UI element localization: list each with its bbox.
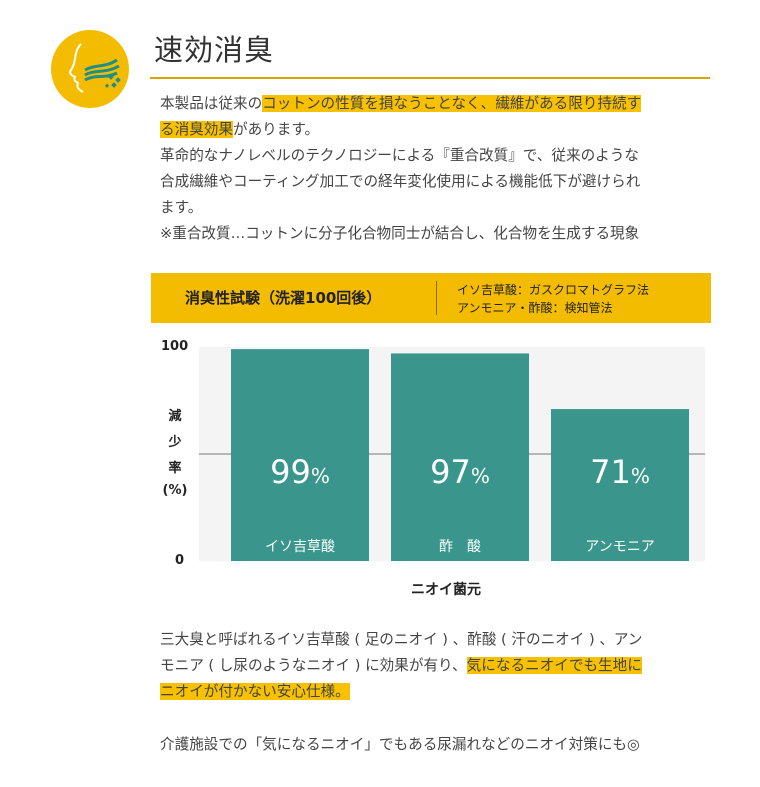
- face-smell-icon: [51, 30, 129, 108]
- summary-line: ニオイが付かない安心仕様。: [160, 679, 720, 705]
- bar-value-label: 71%: [590, 453, 650, 491]
- x-axis-label: ニオイ菌元: [411, 582, 481, 598]
- y-axis-label-char: (%): [162, 483, 188, 498]
- y-axis-label-char: 減: [168, 409, 182, 424]
- intro-text: 本製品は従来の: [160, 95, 263, 112]
- category-label: 酢 酸: [439, 539, 481, 555]
- category-label: アンモニア: [585, 539, 654, 555]
- bar-chart: 99% イソ吉草酸 97% 酢 酸 71% アンモニア: [199, 347, 705, 561]
- intro-note: ※重合改質…コットンに分子化合物同士が結合し、化合物を生成する現象: [160, 225, 640, 242]
- intro-line: ます。: [160, 199, 203, 216]
- intro-highlight: コットンの性質を損なうことなく、繊維がある限り持続す: [262, 95, 642, 112]
- summary-paragraph: 三大臭と呼ばれるイソ吉草酸 ( 足のニオイ ) 、酢酸 ( 汗のニオイ ) 、ア…: [160, 627, 720, 705]
- intro-highlight: る消臭効果: [160, 121, 233, 138]
- y-axis-label-char: 少: [168, 435, 182, 450]
- category-label: イソ吉草酸: [265, 539, 335, 555]
- y-tick-label: 0: [175, 553, 185, 568]
- intro-line: る消臭効果があります。: [160, 117, 720, 143]
- test-method-note: イソ吉草酸：ガスクロマトグラフ法: [457, 283, 650, 297]
- intro-line: 革命的なナノレベルのテクノロジーによる『重合改質』で、従来のような: [160, 147, 639, 164]
- test-band: 消臭性試験（洗濯100回後） イソ吉草酸：ガスクロマトグラフ法 アンモニア・酢酸…: [151, 273, 711, 323]
- y-axis-label-char: 率: [168, 461, 182, 476]
- bar: [551, 409, 689, 561]
- summary-footnote: 介護施設での「気になるニオイ」でもある尿漏れなどのニオイ対策にも◎: [160, 736, 640, 753]
- intro-line: 合成繊維やコーティング加工での経年変化使用による機能低下が避けられ: [160, 173, 641, 190]
- summary-line: 三大臭と呼ばれるイソ吉草酸 ( 足のニオイ ) 、酢酸 ( 汗のニオイ ) 、ア…: [160, 631, 643, 648]
- band-divider: [436, 281, 437, 315]
- test-title: 消臭性試験（洗濯100回後）: [185, 289, 382, 307]
- chart-canvas: 99% イソ吉草酸 97% 酢 酸 71% アンモニア: [199, 349, 705, 561]
- intro-text: があります。: [232, 121, 320, 138]
- page-title: 速効消臭: [154, 33, 275, 67]
- summary-line: モニア ( し尿のようなニオイ ) に効果が有り、気になるニオイでも生地に: [160, 653, 720, 679]
- intro-paragraph: 本製品は従来のコットンの性質を損なうことなく、繊維がある限り持続す る消臭効果が…: [160, 91, 720, 247]
- test-method-note: アンモニア・酢酸：検知管法: [457, 301, 613, 315]
- title-divider: [150, 77, 710, 79]
- bar-value-label: 99%: [270, 453, 330, 491]
- bar-value-label: 97%: [430, 453, 490, 491]
- summary-highlight: ニオイが付かない安心仕様。: [160, 683, 350, 700]
- y-tick-label: 100: [161, 339, 189, 354]
- bar: [231, 349, 369, 561]
- intro-line: 本製品は従来のコットンの性質を損なうことなく、繊維がある限り持続す: [160, 91, 720, 117]
- summary-highlight: 気になるニオイでも生地に: [466, 657, 642, 674]
- summary-text: モニア ( し尿のようなニオイ ) に効果が有り、: [160, 657, 467, 674]
- bar: [391, 353, 529, 561]
